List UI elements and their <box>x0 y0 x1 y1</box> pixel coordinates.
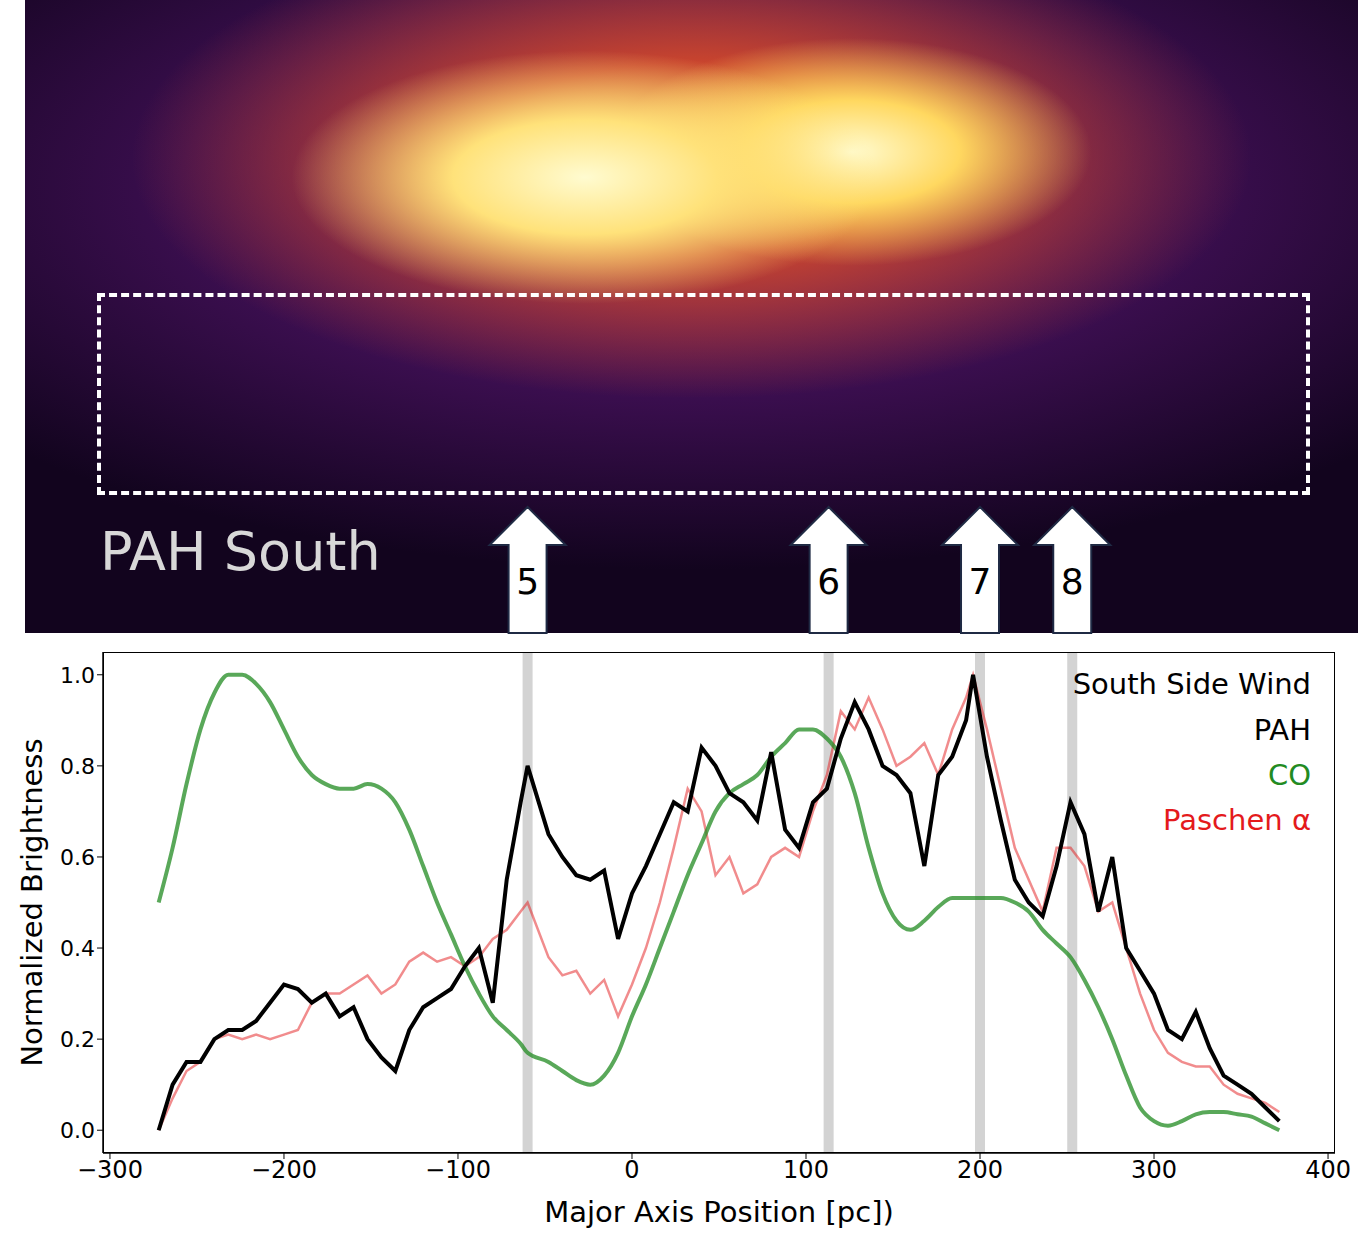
svg-text:0.2: 0.2 <box>60 1027 95 1052</box>
svg-text:200: 200 <box>957 1156 1003 1184</box>
svg-text:0.0: 0.0 <box>60 1118 95 1143</box>
svg-text:Paschen α: Paschen α <box>1163 803 1311 837</box>
html-text:PAH South: PAH South <box>100 520 381 583</box>
svg-text:0.4: 0.4 <box>60 936 95 961</box>
svg-text:5: 5 <box>516 561 539 602</box>
svg-text:1.0: 1.0 <box>60 663 95 688</box>
svg-text:100: 100 <box>783 1156 829 1184</box>
svg-text:7: 7 <box>969 561 992 602</box>
svg-text:Major Axis Position [pc]): Major Axis Position [pc]) <box>544 1195 894 1229</box>
svg-text:6: 6 <box>817 561 840 602</box>
svg-text:−100: −100 <box>425 1156 491 1184</box>
svg-text:0.6: 0.6 <box>60 845 95 870</box>
svg-text:−200: −200 <box>251 1156 317 1184</box>
svg-text:0: 0 <box>624 1156 639 1184</box>
svg-text:PAH: PAH <box>1254 713 1311 747</box>
svg-text:−300: −300 <box>77 1156 143 1184</box>
svg-text:Normalized Brightness: Normalized Brightness <box>15 738 49 1066</box>
svg-text:300: 300 <box>1131 1156 1177 1184</box>
svg-text:400: 400 <box>1305 1156 1351 1184</box>
svg-text:8: 8 <box>1061 561 1084 602</box>
svg-text:CO: CO <box>1268 758 1311 792</box>
svg-text:0.8: 0.8 <box>60 754 95 779</box>
svg-text:South Side Wind: South Side Wind <box>1073 667 1311 701</box>
